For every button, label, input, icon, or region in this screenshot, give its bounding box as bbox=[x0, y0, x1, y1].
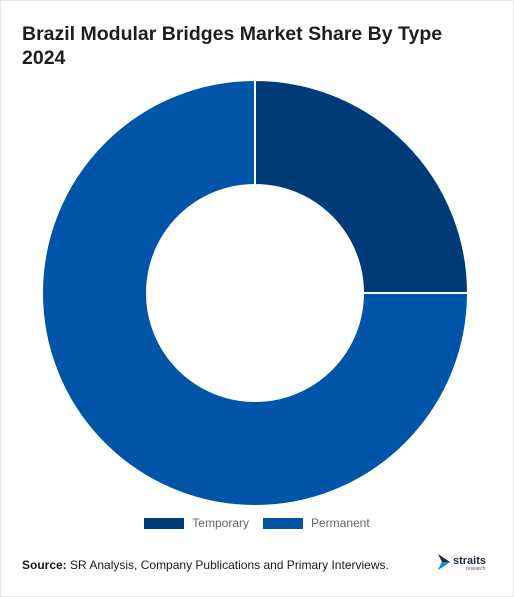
chart-title-line-1: Brazil Modular Bridges Market Share By T… bbox=[22, 23, 443, 45]
legend-item-temporary[interactable]: Temporary bbox=[144, 516, 249, 530]
legend-swatch-temporary bbox=[144, 517, 185, 529]
donut-slices bbox=[41, 78, 470, 507]
chart-title-line-2: 2024 bbox=[22, 47, 66, 69]
logo-wordmark: straits bbox=[453, 555, 486, 567]
donut-chart bbox=[41, 78, 470, 507]
legend-item-permanent[interactable]: Permanent bbox=[262, 516, 370, 530]
legend-label-permanent: Permanent bbox=[310, 516, 370, 530]
legend-label-temporary: Temporary bbox=[192, 516, 249, 530]
source-note: Source: SR Analysis, Company Publication… bbox=[22, 558, 389, 572]
donut-slice-temporary[interactable] bbox=[254, 78, 470, 294]
source-text: SR Analysis, Company Publications and Pr… bbox=[70, 558, 389, 572]
donut-slice-permanent[interactable] bbox=[41, 78, 470, 507]
chart-legend: Temporary Permanent bbox=[0, 516, 514, 530]
source-prefix: Source: bbox=[22, 558, 67, 572]
straits-logo: straits research bbox=[438, 554, 486, 572]
straits-arrow-icon bbox=[438, 554, 450, 570]
logo-subtext: research bbox=[466, 566, 486, 572]
chart-title: Brazil Modular Bridges Market Share By T… bbox=[22, 22, 492, 70]
legend-swatch-permanent bbox=[262, 517, 303, 529]
